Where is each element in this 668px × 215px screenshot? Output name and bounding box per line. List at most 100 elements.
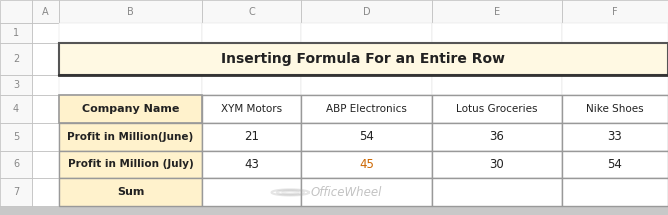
Bar — [301, 95, 432, 123]
Text: Sum: Sum — [117, 187, 144, 197]
Text: E: E — [494, 7, 500, 17]
Text: Lotus Groceries: Lotus Groceries — [456, 104, 538, 114]
Text: 43: 43 — [244, 158, 259, 171]
Text: 45: 45 — [359, 158, 374, 171]
Text: F: F — [612, 7, 618, 17]
Bar — [32, 23, 59, 43]
Text: 54: 54 — [607, 158, 623, 171]
Text: B: B — [127, 7, 134, 17]
Bar — [59, 178, 202, 206]
Bar — [202, 0, 301, 23]
Bar — [32, 0, 59, 23]
Bar — [301, 123, 432, 150]
Bar — [432, 178, 562, 206]
Bar — [562, 0, 668, 23]
Text: C: C — [248, 7, 255, 17]
Bar — [32, 75, 59, 95]
Bar — [301, 123, 432, 150]
Bar — [59, 0, 202, 23]
Bar — [432, 43, 562, 75]
Bar — [0, 206, 668, 215]
Bar — [301, 75, 432, 95]
Text: Profit in Million(June): Profit in Million(June) — [67, 132, 194, 141]
Text: 7: 7 — [13, 187, 19, 197]
Text: 21: 21 — [244, 130, 259, 143]
Bar — [562, 95, 668, 123]
Text: D: D — [363, 7, 370, 17]
Bar — [0, 178, 32, 206]
Bar — [562, 123, 668, 150]
Bar — [301, 150, 432, 178]
Bar — [562, 178, 668, 206]
Bar — [202, 150, 301, 178]
Bar — [59, 23, 202, 43]
Bar — [301, 178, 432, 206]
Bar — [432, 0, 562, 23]
Bar — [301, 178, 432, 206]
Bar — [432, 150, 562, 178]
Bar — [32, 150, 59, 178]
Bar — [32, 43, 59, 75]
Bar — [32, 95, 59, 123]
Bar — [301, 95, 432, 123]
Text: 1: 1 — [13, 28, 19, 38]
Bar — [301, 150, 432, 178]
Bar — [562, 150, 668, 178]
Bar — [202, 75, 301, 95]
Text: ABP Electronics: ABP Electronics — [326, 104, 407, 114]
Bar — [432, 95, 562, 123]
Bar — [562, 178, 668, 206]
Bar — [202, 23, 301, 43]
Bar — [202, 123, 301, 150]
Text: A: A — [42, 7, 49, 17]
Bar — [432, 150, 562, 178]
Text: XYM Motors: XYM Motors — [221, 104, 283, 114]
Bar — [301, 23, 432, 43]
Text: 4: 4 — [13, 104, 19, 114]
Bar — [0, 123, 32, 150]
Bar — [202, 95, 301, 123]
Text: Inserting Formula For an Entire Row: Inserting Formula For an Entire Row — [221, 52, 506, 66]
Bar — [0, 150, 32, 178]
Bar — [59, 43, 668, 75]
Text: 36: 36 — [489, 130, 504, 143]
Bar — [59, 95, 202, 123]
Bar — [202, 150, 301, 178]
Bar — [432, 178, 562, 206]
Bar — [562, 75, 668, 95]
Bar — [0, 23, 32, 43]
Text: 2: 2 — [13, 54, 19, 64]
Bar — [59, 150, 202, 178]
Bar — [59, 150, 202, 178]
Bar — [59, 178, 202, 206]
Text: Profit in Million (July): Profit in Million (July) — [67, 160, 194, 169]
Bar — [301, 43, 432, 75]
Bar — [432, 95, 562, 123]
Text: 3: 3 — [13, 80, 19, 90]
Bar — [0, 0, 32, 23]
Bar — [59, 43, 202, 75]
Bar — [59, 123, 202, 150]
Text: 54: 54 — [359, 130, 374, 143]
Bar — [562, 43, 668, 75]
Text: 5: 5 — [13, 132, 19, 141]
Bar — [59, 75, 202, 95]
Text: 33: 33 — [607, 130, 623, 143]
Bar — [562, 123, 668, 150]
Bar — [202, 43, 301, 75]
Bar — [562, 23, 668, 43]
Bar — [202, 178, 301, 206]
Bar — [432, 123, 562, 150]
Text: 6: 6 — [13, 160, 19, 169]
Bar — [59, 95, 202, 123]
Bar — [59, 123, 202, 150]
Text: Nike Shoes: Nike Shoes — [586, 104, 644, 114]
Bar — [432, 23, 562, 43]
Text: 30: 30 — [489, 158, 504, 171]
Bar — [202, 178, 301, 206]
Bar — [562, 150, 668, 178]
Bar — [32, 178, 59, 206]
Bar — [0, 75, 32, 95]
Bar — [432, 75, 562, 95]
Bar — [301, 0, 432, 23]
